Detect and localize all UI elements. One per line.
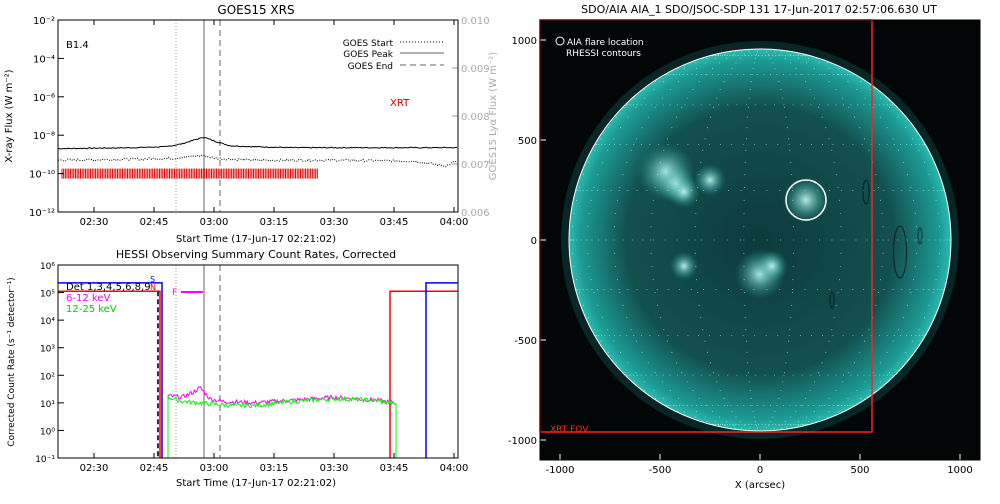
goes-xrt-label: XRT [390,98,410,109]
goes-legend-peak-label: GOES Peak [343,50,393,60]
hessi-x-tick-label: 04:00 [440,463,469,474]
aia-legend-flare: AIA flare location [567,38,644,48]
hessi-legend-det: Det 1,3,4,5,6,8,9 [66,282,151,293]
goes-x-tick-label: 04:00 [440,217,469,228]
goes-y-tick-label: 10⁻⁸ [33,131,55,142]
goes-long-channel-line [58,137,457,150]
goes-panel: GOES15 XRS 02:30 02:45 03:00 03:15 03:30 03:4… [4,3,499,245]
hessi-x-tick-label: 03:30 [320,463,349,474]
goes-plot-layer: 02:30 02:45 03:00 03:15 03:30 03:45 04:00 10⁻² 1… [29,16,490,228]
hessi-night-flag-line [58,290,161,458]
aia-y-tick-label: -1000 [508,436,537,447]
goes-y-tick-label: 10⁻⁶ [33,93,55,104]
aia-x-tick-label: 500 [850,465,869,476]
goes-xlabel: Start Time (17-Jun-17 02:21:02) [176,234,336,245]
goes-x-tick-label: 02:45 [140,217,169,228]
goes-short-channel-line [58,154,458,168]
hessi-y-tick-label: 10⁰ [40,427,55,437]
aia-active-region [755,249,789,283]
aia-y-tick-label: 0 [531,236,537,247]
hessi-x-tick-label: 03:00 [200,463,229,474]
aia-x-tick-label: 1000 [947,465,972,476]
aia-legend-circle-icon [555,36,565,46]
goes-y-tick-label: 10⁻² [33,16,55,27]
aia-rhessi-contour [917,227,923,245]
goes-right-y-tick-label: 0.007 [461,160,490,171]
hessi-y-tick-label: 10¹ [40,400,55,410]
hessi-x-tick-label: 02:45 [140,463,169,474]
goes-ylabel: X-ray Flux (W m⁻²) [4,69,15,162]
hessi-x-tick-label: 03:45 [380,463,409,474]
hessi-y-tick-label: 10⁴ [40,317,55,327]
aia-active-region [669,251,699,281]
aia-limb-circle [568,48,952,432]
aia-active-region [667,175,701,209]
aia-solar-disk [569,49,951,431]
aia-xrt-fov-label: XRT FOV [550,425,589,435]
goes-x-tick-label: 03:45 [380,217,409,228]
goes-x-tick-label: 03:15 [260,217,289,228]
hessi-saa-start-line [425,282,458,458]
hessi-y-tick-label: 10² [40,372,55,382]
hessi-y-tick-label: 10⁵ [40,290,55,300]
hessi-plot-frame [57,264,459,459]
aia-x-tick-label: 0 [757,465,763,476]
aia-active-region [782,176,830,224]
aia-legend-rhessi: RHESSI contours [566,49,641,59]
hessi-flag-n: N [150,283,156,292]
aia-image-frame [539,19,981,461]
hessi-x-tick-label: 02:30 [80,463,109,474]
goes-right-y-tick-label: 0.009 [461,64,490,75]
hessi-legend-6-12: 6-12 keV [66,293,110,304]
aia-rhessi-contour [862,179,870,205]
goes-title: GOES15 XRS [217,3,294,17]
goes-legend-start-label: GOES Start [343,39,394,49]
goes-ylabel-right: GOES15 Lyα Flux (W m⁻²) [488,52,499,180]
hessi-x-tick-label: 03:15 [260,463,289,474]
aia-flare-location-circle [785,179,827,221]
goes-x-tick-label: 02:30 [80,217,109,228]
aia-panel: SDO/AIA AIA_1 SDO/JSOC-SDP 131 17-Jun-20… [508,3,981,491]
aia-image-layer: -1000 -500 0 500 1000 1000 500 0 -500 -1000 [508,19,980,476]
hessi-y-tick-label: 10⁶ [40,262,55,272]
aia-rhessi-contour [829,291,835,309]
goes-x-tick-label: 03:00 [200,217,229,228]
goes-right-y-tick-label: 0.008 [461,112,490,123]
aia-y-tick-label: -500 [514,336,537,347]
hessi-title: HESSI Observing Summary Count Rates, Cor… [116,248,396,261]
goes-y-tick-label: 10⁻⁴ [33,54,55,65]
aia-rhessi-contour [893,225,907,279]
aia-x-tick-label: -500 [649,465,672,476]
goes-y-tick-label: 10⁻¹² [29,208,55,219]
goes-class-label: B1.4 [66,40,89,51]
hessi-legend-12-25: 12-25 keV [66,304,117,315]
goes-x-tick-label: 03:30 [320,217,349,228]
aia-y-tick-label: 500 [518,136,537,147]
aia-xlabel: X (arcsec) [735,480,785,491]
goes-right-y-tick-label: 0.010 [461,16,490,27]
hessi-y-tick-label: 10⁻¹ [35,455,55,465]
aia-y-tick-label: 1000 [512,36,537,47]
hessi-y-tick-label: 10³ [40,345,55,355]
goes-plot-frame [57,19,459,213]
goes-legend-end-label: GOES End [348,62,393,72]
hessi-plot-layer: 02:30 02:45 03:00 03:15 03:30 03:45 04:00 10⁶ 10… [35,262,468,474]
goes-y-tick-label: 10⁻¹⁰ [29,170,55,181]
hessi-panel: HESSI Observing Summary Count Rates, Cor… [7,248,468,489]
hessi-12-25-kev-line [167,395,397,458]
hessi-ylabel: Corrected Count Rate (s⁻¹ detector⁻¹) [7,277,17,446]
hessi-saa-flag-line [58,282,163,458]
aia-x-tick-label: -1000 [545,465,574,476]
aia-title: SDO/AIA AIA_1 SDO/JSOC-SDP 131 17-Jun-20… [581,3,937,16]
hessi-flag-s: S [150,275,155,284]
hessi-xlabel: Start Time (17-Jun-17 02:21:02) [176,478,336,489]
aia-active-region [693,163,727,197]
goes-right-y-tick-label: 0.006 [461,208,490,219]
hessi-flag-f: F [172,288,177,298]
